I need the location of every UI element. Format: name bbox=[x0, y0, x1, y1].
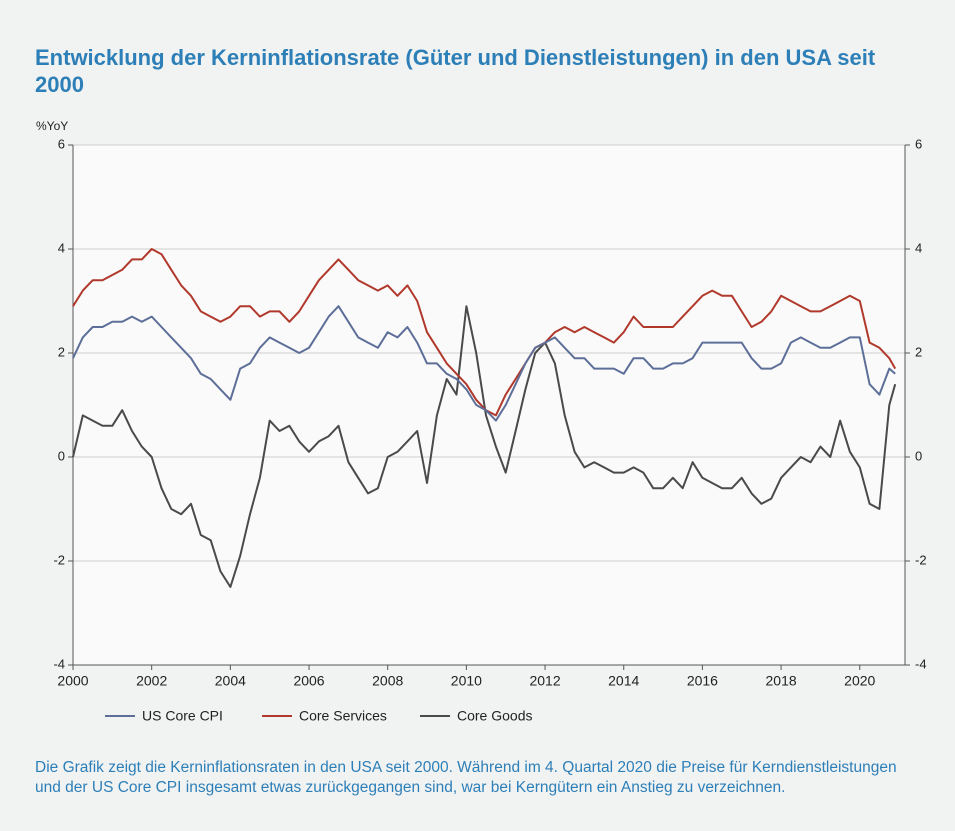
y2-tick-label: -2 bbox=[915, 552, 927, 567]
y-tick-label: -2 bbox=[53, 552, 65, 567]
y-tick-label: -4 bbox=[53, 656, 65, 671]
y-axis-label: %YoY bbox=[36, 119, 68, 133]
x-tick-label: 2004 bbox=[215, 673, 246, 689]
x-tick-label: 2014 bbox=[608, 673, 639, 689]
series-line bbox=[72, 305, 896, 422]
x-tick-label: 2008 bbox=[372, 673, 403, 689]
y2-tick-label: -4 bbox=[915, 656, 927, 671]
y-tick-label: 0 bbox=[58, 448, 65, 463]
x-tick-label: 2010 bbox=[451, 673, 482, 689]
x-tick-label: 2012 bbox=[529, 673, 560, 689]
legend-label: US Core CPI bbox=[142, 708, 223, 724]
chart-title: Entwicklung der Kerninflationsrate (Güte… bbox=[35, 45, 876, 97]
caption: Die Grafik zeigt die Kerninflationsraten… bbox=[35, 759, 897, 796]
x-tick-label: 2000 bbox=[57, 673, 88, 689]
y-tick-label: 6 bbox=[58, 136, 65, 151]
y2-tick-label: 2 bbox=[915, 344, 922, 359]
y2-tick-label: 4 bbox=[915, 240, 922, 255]
x-tick-label: 2016 bbox=[687, 673, 718, 689]
series-line bbox=[72, 305, 897, 588]
plot-area bbox=[73, 145, 905, 665]
x-tick-label: 2020 bbox=[844, 673, 875, 689]
x-tick-label: 2002 bbox=[136, 673, 167, 689]
y2-tick-label: 6 bbox=[915, 136, 922, 151]
y-tick-label: 2 bbox=[58, 344, 65, 359]
chart: %YoY -4 -2 0 2 4 6 -4 -2 0 2 4 6 2000 2002 2004 2006 200… bbox=[36, 119, 927, 724]
legend-label: Core Goods bbox=[457, 708, 532, 724]
y2-tick-label: 0 bbox=[915, 448, 922, 463]
legend-label: Core Services bbox=[299, 708, 387, 724]
x-tick-label: 2006 bbox=[293, 673, 324, 689]
x-tick-label: 2018 bbox=[766, 673, 797, 689]
y-tick-label: 4 bbox=[58, 240, 65, 255]
